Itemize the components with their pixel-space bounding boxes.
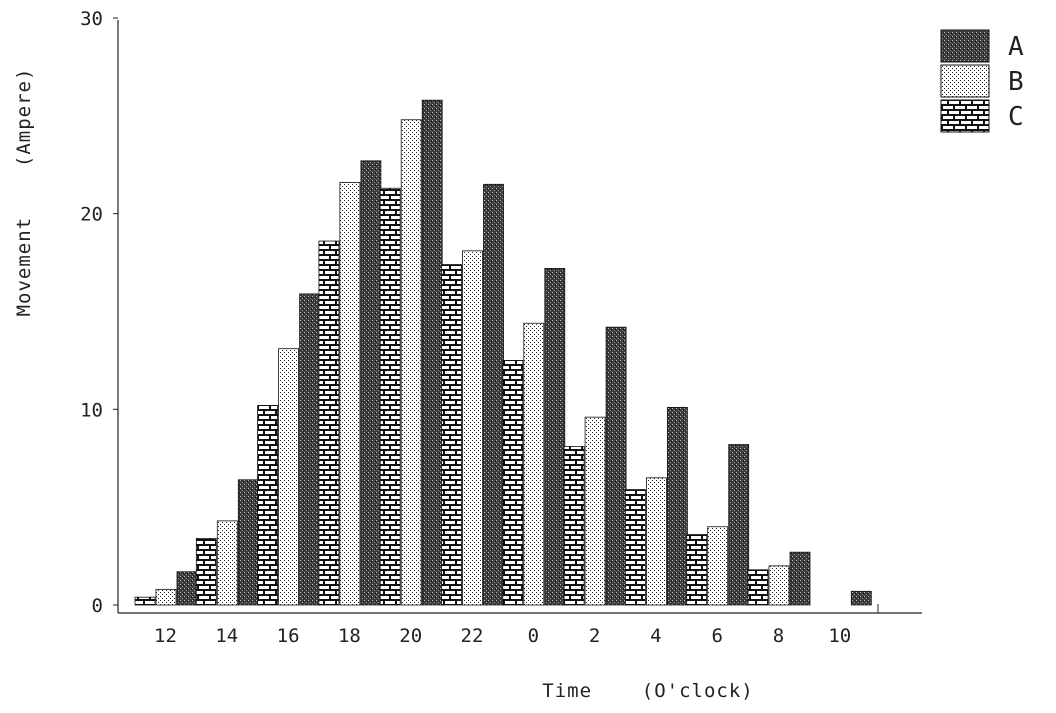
bar-a-16	[299, 293, 321, 606]
axes: 0 10 20 30 12 14 16 18 20 22 0 2 4 6 8 10	[80, 8, 922, 647]
bar-c-14	[195, 538, 217, 606]
legend-label-a: A	[1008, 32, 1024, 62]
bar-c-6	[686, 534, 708, 606]
bar-a-22	[483, 183, 504, 606]
bar-c-2	[563, 446, 585, 606]
bar-a-2	[605, 326, 627, 606]
bar-a-8	[789, 551, 811, 606]
bar-b-22	[462, 250, 483, 606]
x-tick-label-12: 12	[154, 625, 177, 647]
bar-b-20	[400, 119, 422, 606]
x-tick-label-16: 16	[277, 625, 300, 647]
bar-b-16	[278, 348, 300, 606]
x-tick-label-8: 8	[773, 625, 784, 647]
bar-b-14	[216, 520, 238, 606]
bar-b-12	[155, 588, 177, 606]
y-tick-label-20: 20	[80, 204, 103, 226]
bar-c-20	[379, 187, 401, 606]
legend-label-b: B	[1008, 67, 1024, 97]
bar-b-0	[523, 322, 545, 606]
x-tick-label-22: 22	[461, 625, 484, 647]
bar-a-12	[176, 571, 198, 606]
y-axis-title: Movement (Ampere)	[13, 68, 35, 317]
x-tick-label-0: 0	[528, 625, 539, 647]
legend-label-c: C	[1008, 102, 1024, 132]
x-tick-label-4: 4	[650, 625, 661, 647]
bar-c-16	[257, 405, 279, 606]
bar-a-4	[667, 406, 688, 606]
legend: ABC	[940, 29, 1024, 133]
bars-group	[134, 99, 872, 606]
x-tick-label-18: 18	[338, 625, 361, 647]
bar-a-6	[728, 444, 750, 606]
bar-b-2	[584, 416, 606, 606]
legend-swatch-a	[940, 29, 990, 63]
legend-swatch-c	[940, 99, 990, 133]
x-ticks: 12 14 16 18 20 22 0 2 4 6 8 10	[154, 625, 851, 647]
bar-c-0	[502, 360, 524, 606]
bar-b-8	[768, 565, 790, 606]
x-tick-label-6: 6	[711, 625, 722, 647]
y-tick-label-10: 10	[80, 399, 103, 421]
y-ticks: 0 10 20 30	[80, 8, 118, 617]
bar-b-6	[707, 526, 729, 606]
bar-b-4	[646, 477, 667, 606]
bar-a-18	[360, 160, 382, 606]
bar-c-18	[318, 240, 340, 606]
bar-a-20	[421, 99, 443, 606]
bar-c-22	[441, 264, 462, 606]
y-tick-label-30: 30	[80, 8, 103, 30]
bar-b-18	[339, 181, 361, 606]
bar-c-12	[134, 596, 156, 606]
bar-c-8	[747, 569, 769, 606]
x-tick-label-20: 20	[399, 625, 422, 647]
x-axis-title: Time (O'clock)	[542, 680, 753, 702]
x-tick-label-10: 10	[828, 625, 851, 647]
bar-a-14	[237, 479, 259, 606]
bar-c-4	[625, 489, 646, 606]
x-tick-label-14: 14	[215, 625, 238, 647]
y-tick-label-0: 0	[92, 595, 103, 617]
bar-a-10	[850, 590, 872, 606]
bar-a-0	[544, 268, 566, 606]
x-tick-label-2: 2	[589, 625, 600, 647]
legend-swatch-b	[940, 64, 990, 98]
